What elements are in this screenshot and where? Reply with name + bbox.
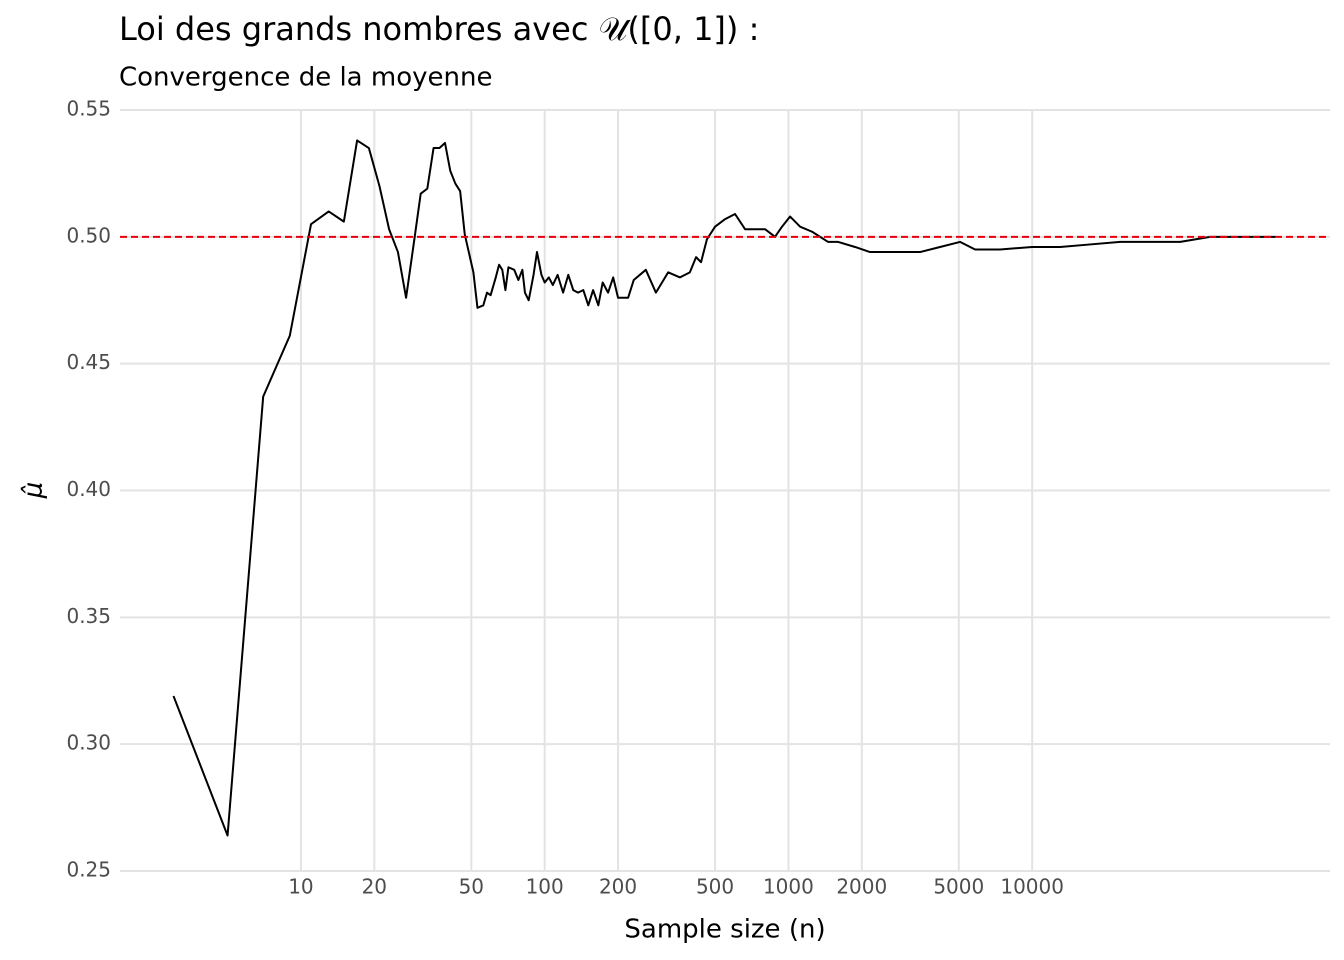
y-tick-label: 0.35: [66, 604, 111, 628]
x-tick-label: 500: [696, 875, 734, 899]
y-axis-label: μ̂: [19, 482, 49, 500]
data-line: [172, 139, 1276, 837]
y-tick-label: 0.50: [66, 223, 111, 247]
y-tick-label: 0.40: [66, 477, 111, 501]
y-tick-label: 0.45: [66, 350, 111, 374]
y-tick-label: 0.25: [66, 858, 111, 882]
x-tick-label: 50: [459, 875, 484, 899]
x-tick-label: 10: [288, 875, 313, 899]
x-axis-label: Sample size (n): [624, 915, 825, 945]
x-tick-label: 2000: [836, 875, 887, 899]
x-tick-label: 200: [599, 875, 637, 899]
x-tick-label: 20: [362, 875, 387, 899]
x-tick-label: 1000: [763, 875, 814, 899]
chart-title: Loi des grands nombres avec 𝒰([0, 1]) :: [119, 10, 759, 48]
x-tick-label: 100: [526, 875, 564, 899]
y-tick-label: 0.30: [66, 731, 111, 755]
chart-subtitle: Convergence de la moyenne: [119, 63, 492, 93]
y-tick-label: 0.55: [66, 97, 111, 121]
x-tick-label: 10000: [1000, 875, 1064, 899]
x-tick-label: 5000: [933, 875, 984, 899]
